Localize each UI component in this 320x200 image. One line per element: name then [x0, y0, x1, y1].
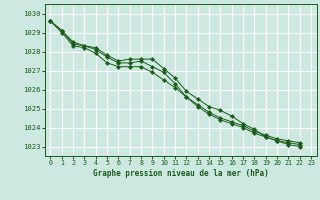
- X-axis label: Graphe pression niveau de la mer (hPa): Graphe pression niveau de la mer (hPa): [93, 169, 269, 178]
